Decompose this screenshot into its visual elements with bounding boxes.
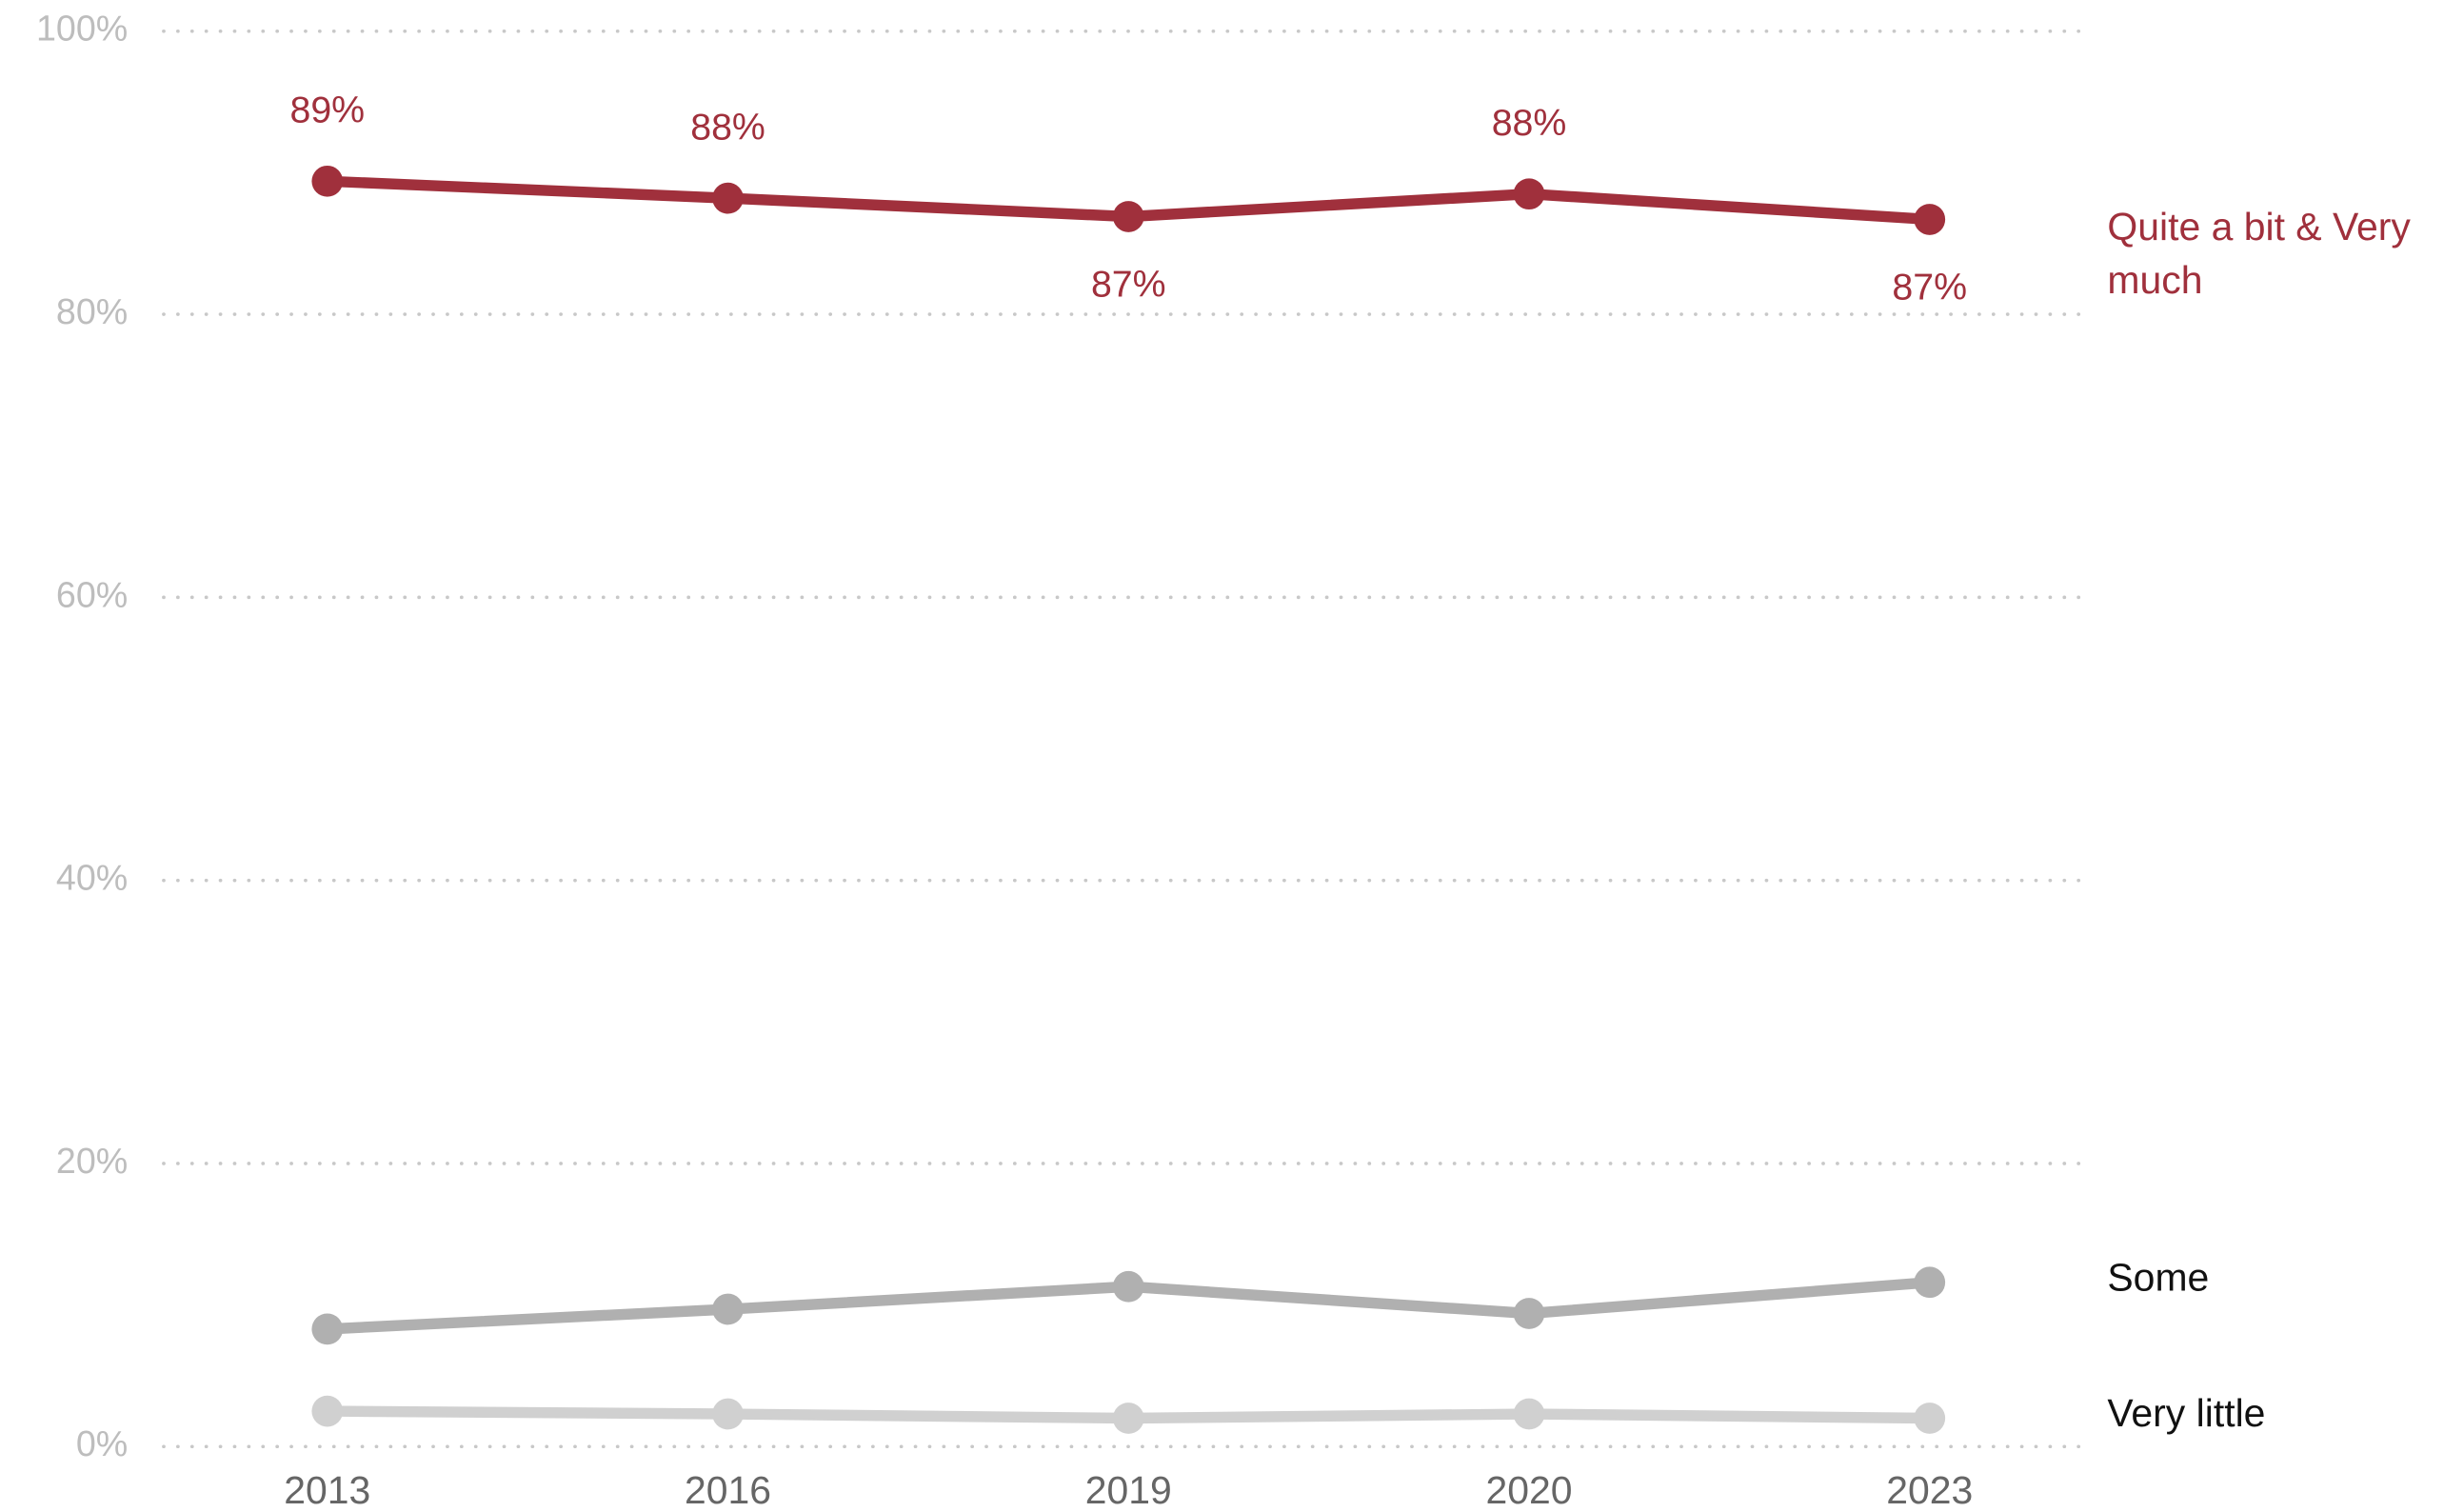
data-point <box>1914 204 1946 235</box>
y-tick-label: 40% <box>56 858 128 898</box>
x-tick-label: 2020 <box>1486 1468 1573 1512</box>
y-tick-label: 80% <box>56 291 128 331</box>
data-point <box>311 1395 344 1427</box>
y-tick-label: 60% <box>56 574 128 614</box>
data-label: 87% <box>1091 264 1166 306</box>
data-label: 88% <box>690 106 765 148</box>
series-label-box: Quite a bit & Very much <box>2107 205 2411 303</box>
data-point <box>1513 1298 1545 1329</box>
series-label: Very little <box>2107 1391 2266 1436</box>
data-point <box>311 1313 344 1345</box>
series-label-box: Very little <box>2107 1391 2266 1436</box>
y-tick-label: 100% <box>36 9 128 49</box>
y-tick-label: 20% <box>56 1141 128 1181</box>
data-point <box>712 1398 744 1430</box>
data-point <box>1513 1398 1545 1430</box>
data-point <box>712 182 744 214</box>
data-point <box>1112 1270 1144 1303</box>
data-label: 89% <box>289 90 365 131</box>
x-tick-label: 2019 <box>1085 1468 1172 1512</box>
data-label: 88% <box>1492 102 1567 144</box>
data-point <box>1914 1266 1946 1299</box>
data-point <box>1112 1403 1144 1434</box>
series-label-box: Some <box>2107 1255 2210 1300</box>
series-label: Some <box>2107 1255 2210 1300</box>
x-tick-label: 2023 <box>1886 1468 1973 1512</box>
x-tick-label: 2013 <box>284 1468 370 1512</box>
data-point <box>1914 1403 1946 1434</box>
data-point <box>1513 178 1545 210</box>
data-point <box>311 165 344 197</box>
data-point <box>712 1293 744 1325</box>
series-label: Quite a bit & Very much <box>2107 205 2411 303</box>
x-tick-label: 2016 <box>685 1468 771 1512</box>
data-point <box>1112 201 1144 232</box>
data-label: 87% <box>1892 266 1967 308</box>
y-tick-label: 0% <box>76 1423 128 1463</box>
